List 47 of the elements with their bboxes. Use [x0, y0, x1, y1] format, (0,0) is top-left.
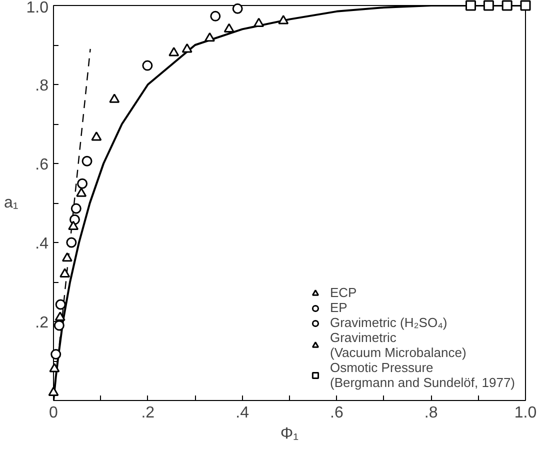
- point: [70, 203, 82, 214]
- point: [91, 131, 102, 141]
- point: [278, 14, 289, 24]
- y-tick-label: .2: [35, 314, 49, 332]
- x-tick-label: 1.0: [514, 404, 537, 422]
- y-axis-title: a₁: [4, 194, 18, 212]
- x-tick-label: .2: [141, 404, 155, 422]
- point: [232, 3, 243, 14]
- legend-label: Gravimetric (Vacuum Microbalance): [330, 330, 466, 360]
- point: [182, 43, 192, 53]
- point: [55, 299, 66, 310]
- x-tick-label: .4: [236, 404, 250, 422]
- point: [483, 0, 494, 11]
- y-tick-label: .6: [35, 156, 49, 174]
- point: [50, 349, 62, 360]
- point: [68, 220, 79, 230]
- legend-label: ECP: [330, 285, 357, 300]
- point: [210, 10, 221, 22]
- legend-label: EP: [330, 300, 348, 315]
- point: [66, 237, 77, 248]
- point: [54, 320, 64, 331]
- point: [224, 23, 234, 33]
- point: [204, 32, 215, 42]
- point: [62, 252, 72, 262]
- point: [60, 268, 70, 278]
- point: [168, 46, 180, 56]
- x-tick-label: .6: [330, 404, 344, 422]
- point: [502, 0, 512, 11]
- point: [109, 94, 120, 103]
- legend-label: Gravimetric (H₂SO₄): [330, 315, 448, 330]
- point: [82, 156, 92, 166]
- point: [54, 312, 66, 321]
- point: [77, 178, 88, 189]
- point: [520, 0, 531, 11]
- x-tick-label: .8: [424, 404, 438, 422]
- x-tick-label: 0: [49, 404, 58, 422]
- y-tick-label: .8: [35, 78, 49, 94]
- x-axis-title: Φ₁: [280, 426, 299, 442]
- point: [49, 362, 60, 372]
- point: [466, 0, 476, 11]
- legend-label: Osmotic Pressure (Bergmann and Sundelöf, 1977): [330, 360, 515, 390]
- y-tick-label: 1.0: [26, 0, 49, 16]
- point: [48, 386, 59, 396]
- y-tick-label: .4: [35, 236, 49, 252]
- point: [76, 188, 87, 197]
- point: [254, 18, 264, 28]
- point: [142, 60, 153, 71]
